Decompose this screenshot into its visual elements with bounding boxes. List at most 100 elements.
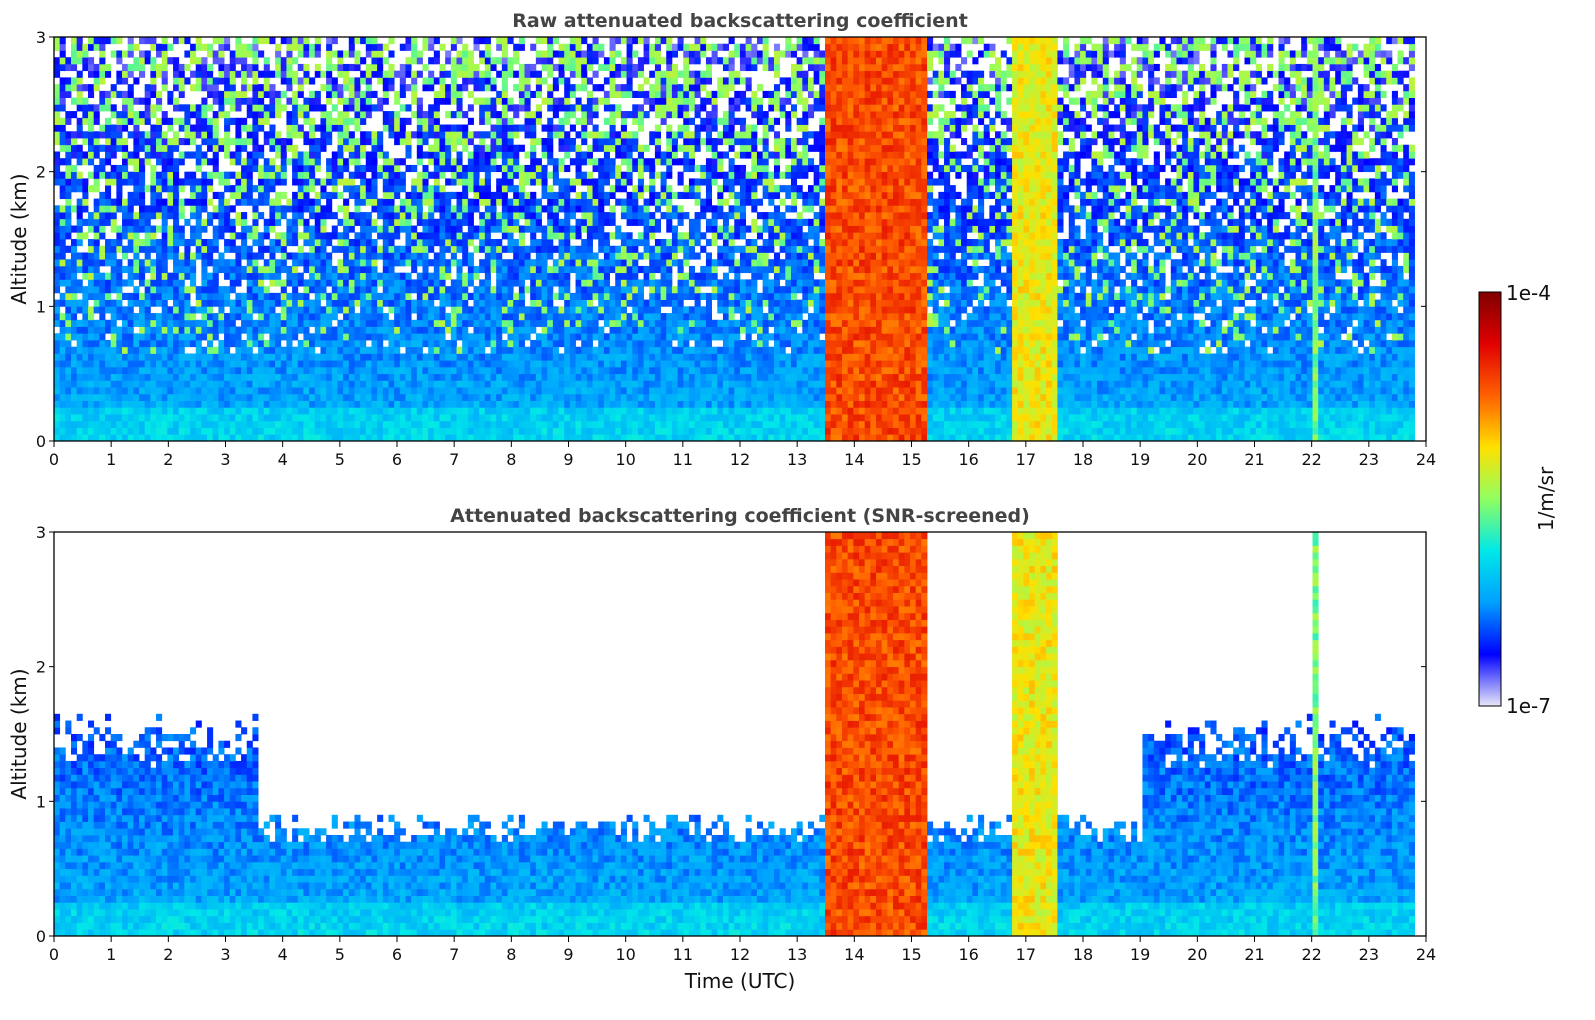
heatmap-cell [201, 366, 208, 375]
heatmap-cell [524, 380, 531, 388]
heatmap-cell [286, 117, 293, 125]
heatmap-cell [564, 131, 571, 139]
heatmap-cell [445, 198, 452, 206]
heatmap-cell [150, 346, 157, 354]
heatmap-cell [275, 434, 282, 442]
heatmap-cell [428, 393, 435, 401]
heatmap-cell [297, 84, 304, 92]
heatmap-cell [422, 117, 429, 125]
heatmap-cell [314, 407, 321, 415]
heatmap-cell [297, 252, 304, 260]
heatmap-cell [496, 387, 503, 395]
heatmap-cell [416, 353, 423, 361]
heatmap-cell [343, 111, 350, 119]
heatmap-cell [99, 286, 106, 294]
heatmap-cell [235, 292, 242, 300]
heatmap-cell [150, 205, 157, 213]
heatmap-cell [59, 225, 66, 233]
heatmap-cell [263, 366, 270, 375]
heatmap-cell [428, 57, 435, 65]
heatmap-cell [388, 185, 395, 193]
heatmap-cell [535, 158, 542, 166]
heatmap-cell [218, 97, 225, 105]
heatmap-cell [496, 279, 503, 287]
heatmap-cell [292, 427, 299, 435]
heatmap-cell [122, 111, 129, 119]
heatmap-cell [439, 340, 446, 348]
heatmap-cell [303, 407, 310, 415]
heatmap-cell [178, 393, 185, 401]
heatmap-cell [76, 158, 83, 166]
heatmap-cell [598, 427, 605, 435]
heatmap-cell [269, 212, 276, 220]
heatmap-cell [394, 232, 401, 240]
heatmap-cell [229, 272, 236, 280]
heatmap-cell [122, 360, 129, 368]
heatmap-cell [399, 333, 406, 341]
heatmap-cell [99, 279, 106, 287]
heatmap-cell [88, 353, 95, 361]
heatmap-cell [263, 420, 270, 428]
heatmap-cell [371, 205, 378, 213]
heatmap-cell [246, 191, 253, 199]
heatmap-cell [507, 279, 514, 287]
heatmap-cell [314, 245, 321, 253]
heatmap-cell [496, 144, 503, 152]
heatmap-cell [558, 340, 565, 348]
heatmap-cell [473, 232, 480, 240]
heatmap-cell [309, 245, 316, 253]
heatmap-cell [246, 259, 253, 267]
heatmap-cell [93, 420, 100, 428]
heatmap-cell [592, 414, 599, 422]
heatmap-cell [275, 90, 282, 98]
heatmap-cell [416, 279, 423, 287]
heatmap-cell [411, 259, 418, 267]
heatmap-cell [450, 299, 457, 307]
heatmap-cell [110, 299, 117, 307]
heatmap-cell [450, 37, 457, 45]
heatmap-cell [569, 259, 576, 267]
heatmap-cell [382, 191, 389, 199]
heatmap-cell [535, 400, 542, 408]
heatmap-cell [303, 70, 310, 78]
heatmap-cell [371, 380, 378, 388]
heatmap-cell [303, 117, 310, 125]
heatmap-cell [462, 306, 469, 314]
heatmap-cell [127, 353, 134, 361]
heatmap-cell [530, 164, 537, 173]
heatmap-cell [269, 131, 276, 139]
heatmap-cell [65, 198, 72, 206]
heatmap-cell [331, 185, 338, 193]
heatmap-cell [252, 138, 259, 146]
heatmap-cell [456, 104, 463, 112]
heatmap-cell [167, 198, 174, 206]
heatmap-cell [167, 144, 174, 152]
heatmap-cell [552, 77, 559, 85]
heatmap-cell [456, 306, 463, 314]
heatmap-cell [399, 104, 406, 112]
heatmap-cell [269, 164, 276, 173]
heatmap-cell [416, 124, 423, 132]
heatmap-cell [178, 353, 185, 361]
heatmap-cell [360, 265, 367, 274]
heatmap-cell [65, 286, 72, 294]
heatmap-cell [484, 43, 491, 51]
heatmap-cell [229, 407, 236, 415]
heatmap-cell [558, 218, 565, 226]
heatmap-cell [190, 131, 197, 139]
heatmap-cell [609, 387, 616, 395]
heatmap-cell [416, 292, 423, 300]
heatmap-cell [258, 420, 265, 428]
heatmap-cell [360, 37, 367, 45]
heatmap-cell [462, 218, 469, 226]
heatmap-cell [241, 50, 248, 58]
heatmap-cell [524, 191, 531, 199]
heatmap-cell [297, 434, 304, 442]
heatmap-cell [615, 313, 622, 321]
heatmap-cell [65, 319, 72, 327]
heatmap-cell [280, 245, 287, 253]
heatmap-cell [467, 77, 474, 85]
heatmap-cell [399, 252, 406, 260]
heatmap-cell [535, 259, 542, 267]
heatmap-cell [569, 84, 576, 92]
